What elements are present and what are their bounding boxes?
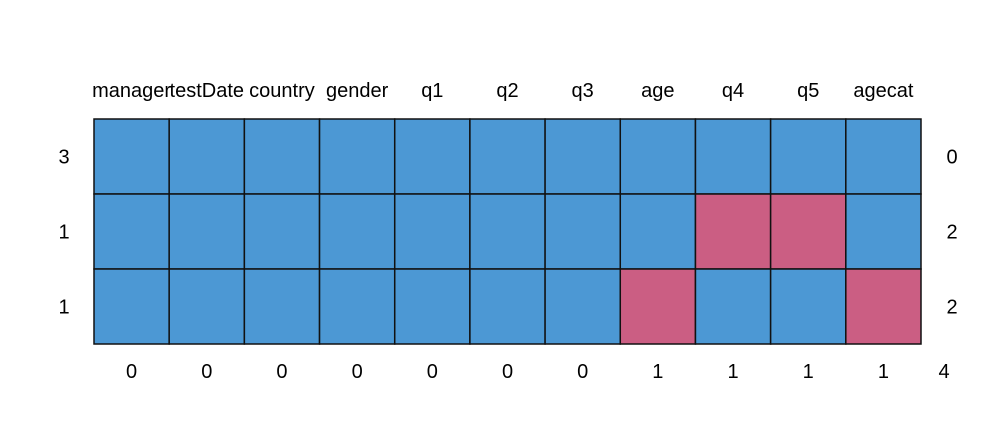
observed-cell (93, 193, 170, 270)
observed-cell (544, 118, 622, 195)
row-missing-count-labels: 0 2 2 (946, 147, 957, 319)
observed-cell (93, 268, 170, 345)
observed-cell (769, 268, 847, 345)
row-count-label: 3 (58, 147, 69, 169)
observed-cell (393, 118, 471, 195)
observed-cell (168, 118, 246, 195)
observed-cell (544, 193, 622, 270)
column-label: agecat (853, 80, 913, 102)
observed-cell (694, 118, 772, 195)
observed-cell (469, 118, 546, 195)
observed-cell (318, 268, 396, 345)
observed-cell (93, 118, 170, 195)
pattern-grid (93, 118, 922, 345)
row-missing-count-label: 2 (946, 222, 957, 244)
missing-cell (845, 268, 922, 345)
missing-cell (694, 193, 772, 270)
total-missing-label: 4 (938, 361, 949, 383)
observed-cell (243, 193, 321, 270)
observed-cell (694, 268, 772, 345)
column-label: q5 (797, 80, 819, 102)
observed-cell (619, 193, 697, 270)
observed-cell (544, 268, 622, 345)
observed-cell (769, 118, 847, 195)
column-label: q2 (496, 80, 518, 102)
row-missing-count-label: 0 (946, 147, 957, 169)
missing-cell (769, 193, 847, 270)
observed-cell (619, 118, 697, 195)
column-missing-total: 1 (727, 361, 738, 383)
column-missing-total: 0 (276, 361, 287, 383)
column-label: testDate (170, 80, 244, 102)
column-missing-totals: 0 0 0 0 0 0 0 1 1 1 1 (126, 361, 889, 383)
observed-cell (393, 193, 471, 270)
column-missing-total: 1 (803, 361, 814, 383)
column-label: manager (92, 80, 171, 102)
column-label: age (641, 80, 674, 102)
observed-cell (243, 118, 321, 195)
column-missing-total: 0 (427, 361, 438, 383)
column-label: q1 (421, 80, 443, 102)
observed-cell (845, 118, 922, 195)
column-label: gender (326, 80, 389, 102)
missing-cell (619, 268, 697, 345)
observed-cell (469, 193, 546, 270)
observed-cell (168, 268, 246, 345)
column-missing-total: 1 (878, 361, 889, 383)
observed-cell (318, 193, 396, 270)
column-missing-total: 0 (126, 361, 137, 383)
observed-cell (469, 268, 546, 345)
row-count-labels: 3 1 1 (58, 147, 69, 319)
column-label: q3 (572, 80, 594, 102)
column-missing-total: 0 (201, 361, 212, 383)
observed-cell (393, 268, 471, 345)
column-missing-total: 0 (502, 361, 513, 383)
observed-cell (243, 268, 321, 345)
row-count-label: 1 (58, 297, 69, 319)
column-missing-total: 0 (352, 361, 363, 383)
column-missing-total: 1 (652, 361, 663, 383)
column-missing-total: 0 (577, 361, 588, 383)
observed-cell (318, 118, 396, 195)
observed-cell (845, 193, 922, 270)
row-count-label: 1 (58, 222, 69, 244)
column-label: q4 (722, 80, 744, 102)
column-label: country (249, 80, 315, 102)
observed-cell (168, 193, 246, 270)
row-missing-count-label: 2 (946, 297, 957, 319)
